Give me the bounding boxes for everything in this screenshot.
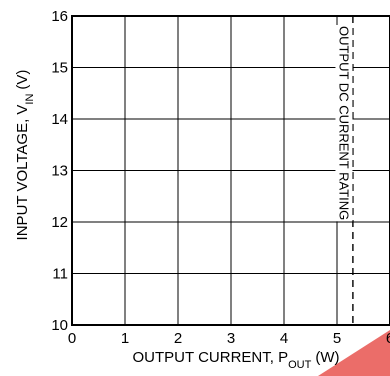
plot-frame — [71, 15, 390, 326]
y-axis-title-sub: IN — [24, 94, 36, 105]
y-tick-label: 12 — [51, 214, 68, 231]
y-tick-label: 14 — [51, 111, 68, 128]
annotations-layer: OUTPUT DC CURRENT RATING — [335, 16, 354, 325]
x-tick-label: 1 — [121, 330, 129, 347]
x-axis-title-main: OUTPUT CURRENT, P — [133, 349, 289, 366]
y-axis-title-main: INPUT VOLTAGE, V — [14, 105, 31, 241]
watermark-swoosh — [318, 330, 390, 376]
rating-annotation-label: OUTPUT DC CURRENT RATING — [336, 26, 351, 220]
x-axis-title-unit: (W) — [315, 349, 339, 366]
tick-labels: 012345610111213141516 — [51, 8, 390, 347]
y-tick-label: 13 — [51, 163, 68, 180]
x-axis-title: OUTPUT CURRENT, POUT (W) — [133, 349, 340, 371]
x-tick-label: 4 — [280, 330, 288, 347]
rating-annotation-bg — [335, 25, 353, 222]
x-tick-label: 2 — [174, 330, 182, 347]
x-axis-title-sub: OUT — [288, 359, 312, 371]
x-tick-label: 6 — [386, 330, 390, 347]
y-tick-label: 11 — [52, 266, 68, 283]
x-tick-label: 3 — [227, 330, 235, 347]
y-axis-title-unit: (V) — [14, 70, 31, 90]
y-axis-title: INPUT VOLTAGE, VIN (V) — [14, 70, 36, 241]
x-tick-label: 5 — [333, 330, 341, 347]
y-tick-label: 15 — [51, 60, 68, 77]
y-tick-label: 16 — [51, 8, 68, 25]
y-tick-label: 10 — [51, 317, 68, 334]
x-tick-label: 0 — [68, 330, 76, 347]
